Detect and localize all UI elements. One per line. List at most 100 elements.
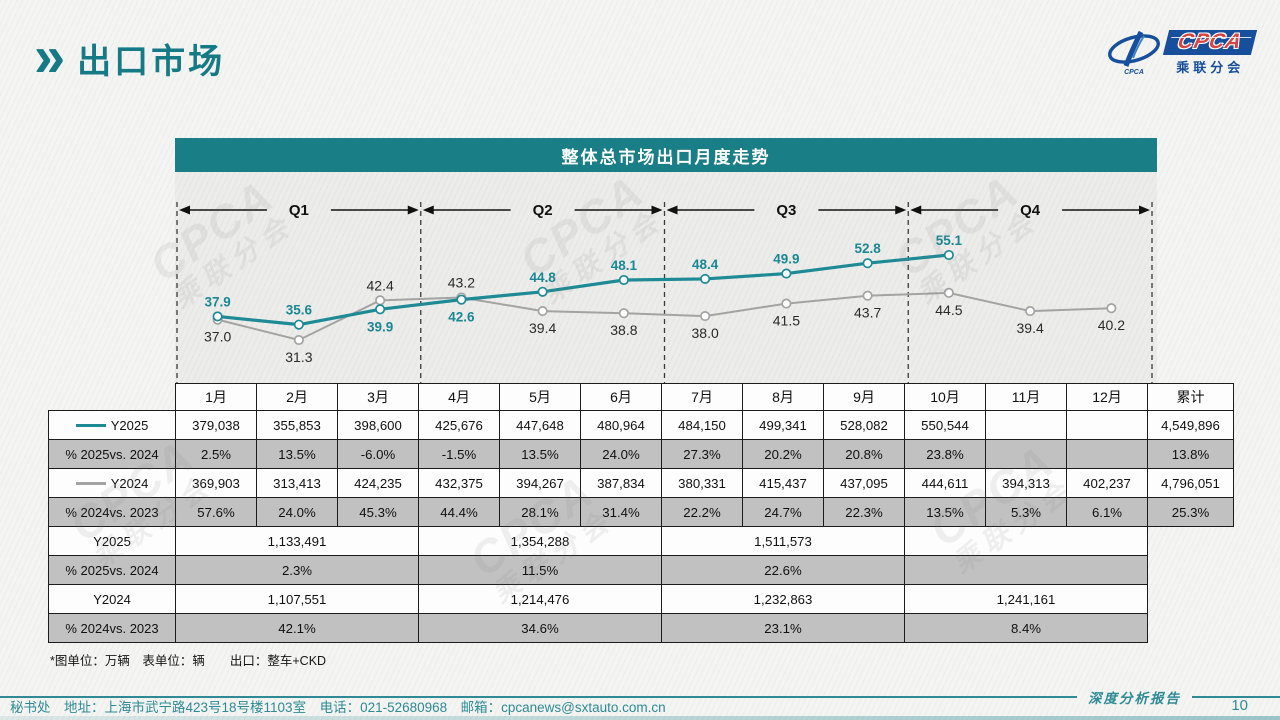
value-cell: 355,853 (256, 410, 338, 440)
row-label: % 2025vs. 2024 (48, 555, 176, 585)
table-quarter-row: % 2025vs. 2024 2.3% 11.5% 22.6% (48, 555, 1234, 585)
quarter-value-cell: 1,214,476 (418, 584, 662, 614)
data-label: 44.5 (935, 302, 962, 318)
table-corner (49, 384, 176, 411)
quarter-value-cell: 11.5% (418, 555, 662, 585)
cpca-logo-box: CPCA (1163, 30, 1258, 55)
table-row: % 2024vs. 2023 57.6% 24.0% 45.3% 44.4% 28.1% 3… (48, 497, 1234, 527)
arrow-right-icon (651, 205, 663, 215)
total-cell: 13.8% (1147, 439, 1234, 469)
data-point (212, 311, 223, 322)
data-point (862, 258, 873, 269)
value-cell: 20.8% (823, 439, 905, 469)
value-cell: 499,341 (742, 410, 824, 440)
data-point (375, 304, 386, 315)
data-label: 43.7 (854, 305, 881, 321)
legend-swatch (75, 481, 106, 485)
arrow-right-icon (1139, 205, 1150, 215)
value-cell: 24.7% (742, 497, 824, 527)
footer-line-right (1192, 696, 1280, 698)
unit-note: *图单位：万辆 表单位：辆 出口：整车+CKD (50, 654, 327, 668)
value-cell: 379,038 (175, 410, 257, 440)
value-cell: 13.5% (499, 439, 581, 469)
data-point (618, 308, 629, 319)
quarter-value-cell: 1,354,288 (418, 526, 662, 556)
value-cell: 369,903 (175, 468, 257, 498)
row-label: % 2024vs. 2023 (48, 497, 176, 527)
data-label: 48.1 (611, 258, 638, 273)
quarter-value-cell: 1,133,491 (175, 526, 419, 556)
header: » 出口市场 (34, 22, 225, 89)
table-quarter-row: Y2025 1,133,491 1,354,288 1,511,573 (48, 526, 1234, 556)
data-point (781, 268, 792, 279)
data-point (781, 298, 792, 309)
month-header: 5月 (499, 383, 581, 411)
quarter-value-cell (904, 555, 1148, 585)
value-cell: 424,235 (337, 468, 419, 498)
data-point (700, 311, 711, 322)
quarter-value-cell: 22.6% (661, 555, 905, 585)
data-label: 43.2 (448, 275, 475, 291)
table-row: Y2024 369,903 313,413 424,235 432,375 394,267… (48, 468, 1234, 498)
month-header: 11月 (985, 383, 1067, 411)
month-header: 3月 (337, 383, 419, 411)
data-label: 39.4 (529, 320, 556, 336)
value-cell: 31.4% (580, 497, 662, 527)
table-corner (1148, 585, 1234, 614)
data-point (700, 273, 711, 284)
value-cell: 5.3% (985, 497, 1067, 527)
month-header: 10月 (904, 383, 986, 411)
data-label: 37.0 (204, 329, 231, 345)
chart-area: Q1 Q2 Q3 Q4 37.0 31.3 42.4 43.2 39.4 38.8 38.0 41.5… (175, 172, 1157, 383)
series-line-y2024 (217, 291, 1112, 342)
quarter-value-cell: 1,241,161 (904, 584, 1148, 614)
data-point (1106, 303, 1117, 314)
value-cell: 394,313 (985, 468, 1067, 498)
data-point (537, 286, 548, 297)
arrow-left-icon (422, 205, 434, 215)
value-cell: 313,413 (256, 468, 338, 498)
quarter-label: Q3 (776, 202, 796, 219)
value-cell: 447,648 (499, 410, 581, 440)
value-cell: 24.0% (580, 439, 662, 469)
quarter-value-cell: 34.6% (418, 613, 662, 643)
double-chevron-icon: » (34, 22, 66, 89)
row-label: % 2025vs. 2024 (48, 439, 176, 469)
chart-title-banner: 整体总市场出口月度走势 (175, 138, 1157, 172)
month-header: 8月 (742, 383, 824, 411)
data-point (375, 295, 386, 306)
value-cell: 425,676 (418, 410, 500, 440)
value-cell: 432,375 (418, 468, 500, 498)
data-label: 49.9 (773, 252, 799, 267)
trend-chart: Q1 Q2 Q3 Q4 37.0 31.3 42.4 43.2 39.4 38.8 38.0 41.5… (176, 202, 1153, 383)
footer-rule: 深度分析报告 (0, 687, 1280, 707)
bottom-accent-bar (0, 716, 1280, 720)
quarter-value-cell: 23.1% (661, 613, 905, 643)
value-cell (1066, 439, 1148, 469)
table-row: % 2025vs. 2024 2.5% 13.5% -6.0% -1.5% 13.5% 24… (48, 439, 1234, 469)
value-cell: 398,600 (337, 410, 419, 440)
data-label: 38.0 (692, 325, 719, 341)
total-cell: 4,549,896 (1147, 410, 1234, 440)
row-label: Y2024 (48, 584, 176, 614)
data-label: 42.6 (448, 310, 475, 325)
value-cell: 2.5% (175, 439, 257, 469)
total-header: 累计 (1147, 383, 1234, 411)
month-header: 2月 (256, 383, 338, 411)
value-cell: 6.1% (1066, 497, 1148, 527)
export-table: 1月 2月 3月 4月 5月 6月 7月 8月 9月 10月 11月 12月 累计 Y2025 379,03… (48, 383, 1234, 643)
value-cell: 24.0% (256, 497, 338, 527)
value-cell: 380,331 (661, 468, 743, 498)
arrow-left-icon (666, 205, 678, 215)
value-cell: 528,082 (823, 410, 905, 440)
data-point (1025, 306, 1036, 317)
data-label: 55.1 (936, 233, 963, 248)
quarter-value-cell: 1,511,573 (661, 526, 905, 556)
quarter-value-cell: 42.1% (175, 613, 419, 643)
value-cell: 444,611 (904, 468, 986, 498)
value-cell: -6.0% (337, 439, 419, 469)
value-cell: 13.5% (904, 497, 986, 527)
quarter-label: Q2 (533, 202, 553, 219)
footer-contact: 秘书处 地址：上海市武宁路423号18号楼1103室 电话：021-526809… (10, 700, 666, 715)
